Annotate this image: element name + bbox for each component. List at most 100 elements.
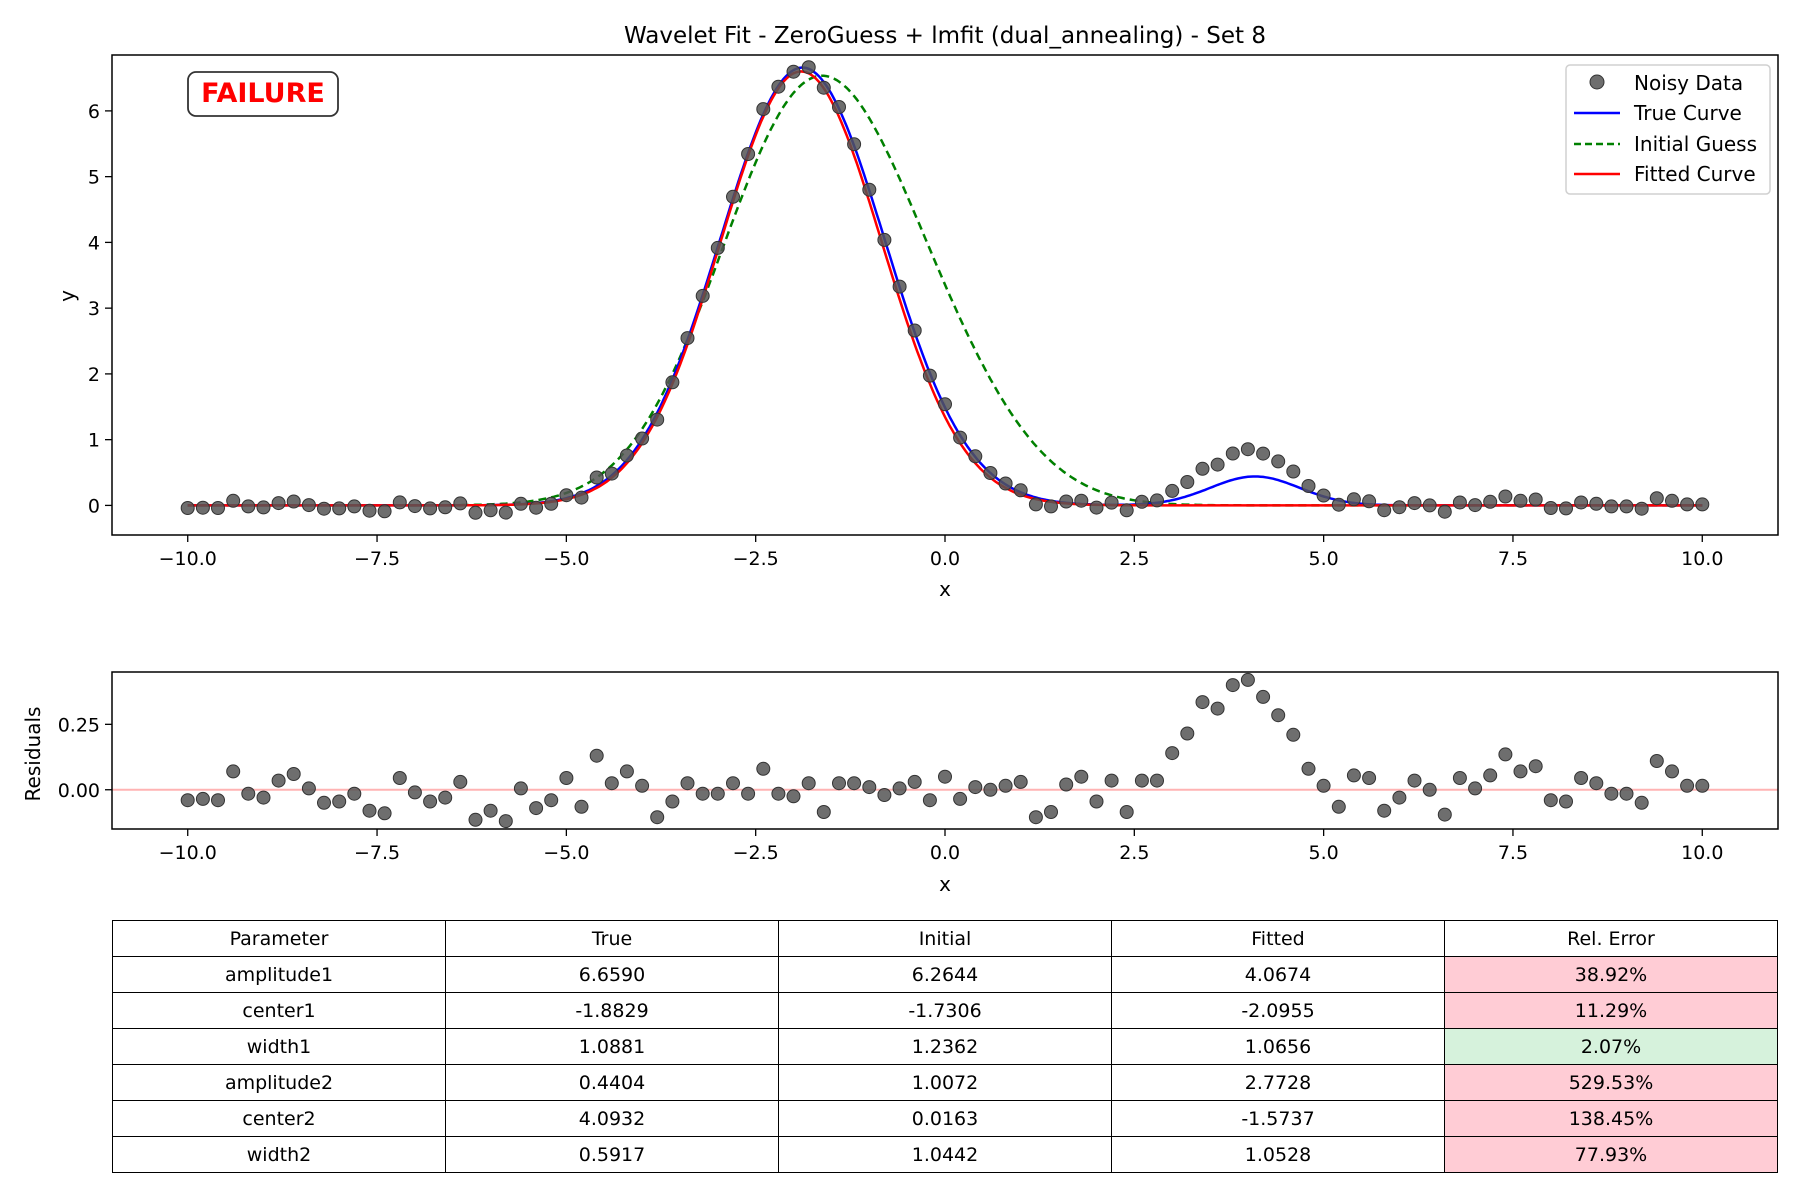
noisy-data-point (1059, 494, 1074, 509)
main-plot-ytick-label: 1 (88, 430, 100, 452)
residual-point (1362, 771, 1377, 785)
noisy-data-point (513, 496, 528, 511)
noisy-data-point (786, 64, 801, 79)
residual-point (1619, 786, 1634, 801)
residual-point (180, 793, 195, 808)
noisy-data-point (301, 498, 316, 513)
residual-point (256, 790, 271, 805)
table-cell-true: 6.6590 (445, 956, 779, 993)
noisy-data-point (650, 412, 665, 427)
noisy-data-point (710, 240, 725, 255)
column-header-rel-error: Rel. Error (1444, 920, 1778, 957)
noisy-data-point (529, 500, 544, 515)
residual-point (1301, 761, 1316, 776)
main-plot-ytick-label: 4 (88, 232, 100, 254)
noisy-data-point (1150, 493, 1164, 508)
noisy-data-point (604, 466, 619, 481)
residual-point (1468, 781, 1483, 796)
noisy-data-point (680, 331, 695, 346)
initial-guess-line (187, 74, 1703, 507)
residual-point (589, 748, 604, 763)
parameter-table: Parameter True Initial Fitted Rel. Error… (112, 920, 1778, 1173)
noisy-data-point (1407, 496, 1422, 511)
noisy-data-point (862, 182, 877, 197)
legend-label-true-curve: True Curve (1633, 101, 1742, 125)
table-row: amplitude2 0.4404 1.0072 2.7728 529.53% (112, 1064, 1778, 1101)
residual-point (922, 793, 937, 808)
noisy-data-point (1377, 503, 1392, 518)
residual-point (1346, 768, 1361, 783)
residual-point (665, 794, 680, 809)
table-row: width2 0.5917 1.0442 1.0528 77.93% (112, 1136, 1778, 1173)
noisy-data-point (1044, 499, 1058, 514)
noisy-data-point (938, 397, 952, 412)
residual-point (771, 786, 786, 801)
table-cell-error: 529.53% (1444, 1064, 1778, 1101)
main-plot-xlabel: x (939, 577, 951, 601)
residuals-plot-xtick-label: 0.0 (930, 842, 960, 864)
table-cell-error: 138.45% (1444, 1100, 1778, 1137)
noisy-data-point (1498, 489, 1513, 504)
table-cell-param: amplitude1 (112, 956, 446, 993)
residuals-plot-xtick-label: 2.5 (1119, 842, 1149, 864)
residual-point (1634, 795, 1649, 810)
fitted-curve-line (187, 70, 1703, 507)
noisy-data-point (922, 368, 937, 383)
residual-point (286, 767, 301, 781)
residual-point (544, 793, 559, 808)
residual-point (1392, 790, 1407, 805)
noisy-data-point (362, 503, 377, 518)
noisy-data-point (877, 232, 892, 247)
noisy-data-point (180, 501, 195, 515)
residuals-plot-ytick-label: 0.25 (58, 714, 100, 736)
table-cell-param: width2 (112, 1136, 446, 1173)
noisy-data-point (1346, 492, 1361, 507)
table-cell-param: width1 (112, 1028, 446, 1065)
residual-point (407, 785, 422, 800)
table-cell-true: 0.5917 (445, 1136, 779, 1173)
residual-point (438, 790, 453, 805)
noisy-data-point (665, 375, 680, 390)
residual-point (907, 774, 922, 789)
residuals-plot-xtick-label: 5.0 (1309, 842, 1339, 864)
residuals-plot-xtick-label: −5.0 (543, 842, 589, 864)
residuals-plot-xtick-label: 7.5 (1498, 842, 1528, 864)
noisy-data-point (1589, 496, 1604, 511)
residual-point (1422, 782, 1437, 797)
residual-point (529, 801, 544, 816)
column-header-initial: Initial (778, 920, 1112, 957)
residual-point (938, 769, 952, 784)
residual-point (1165, 746, 1180, 761)
residuals-plot-xtick-label: −10.0 (159, 842, 217, 864)
main-plot-ytick-label: 6 (88, 101, 100, 123)
noisy-data-point (1089, 500, 1104, 515)
residual-point (1074, 769, 1089, 784)
main-plot-points (180, 60, 1710, 520)
residual-point (301, 781, 316, 796)
residual-point (423, 794, 438, 809)
residual-point (1119, 805, 1134, 819)
residual-point (1695, 778, 1710, 793)
residual-point (1407, 773, 1422, 788)
residual-point (1240, 672, 1255, 687)
residual-point (559, 771, 574, 785)
noisy-data-point (847, 137, 862, 152)
noisy-data-point (892, 279, 907, 294)
legend-marker-noisy-data (1589, 74, 1605, 90)
residuals-plot-xtick-label: 10.0 (1681, 842, 1723, 864)
noisy-data-point (741, 147, 756, 161)
noisy-data-point (453, 496, 468, 511)
residual-point (983, 782, 998, 797)
table-cell-initial: 0.0163 (778, 1100, 1112, 1137)
main-plot-ytick-label: 5 (88, 167, 100, 189)
table-row: center2 4.0932 0.0163 -1.5737 138.45% (112, 1100, 1778, 1137)
column-header-parameter: Parameter (112, 920, 446, 957)
table-cell-fitted: 1.0656 (1111, 1028, 1445, 1065)
legend-box (1565, 64, 1771, 195)
residual-point (468, 812, 483, 827)
residual-point (1377, 803, 1392, 818)
residual-point (1225, 678, 1240, 693)
residual-point (1665, 764, 1679, 779)
residual-point (1013, 774, 1028, 789)
residual-point (362, 803, 377, 818)
